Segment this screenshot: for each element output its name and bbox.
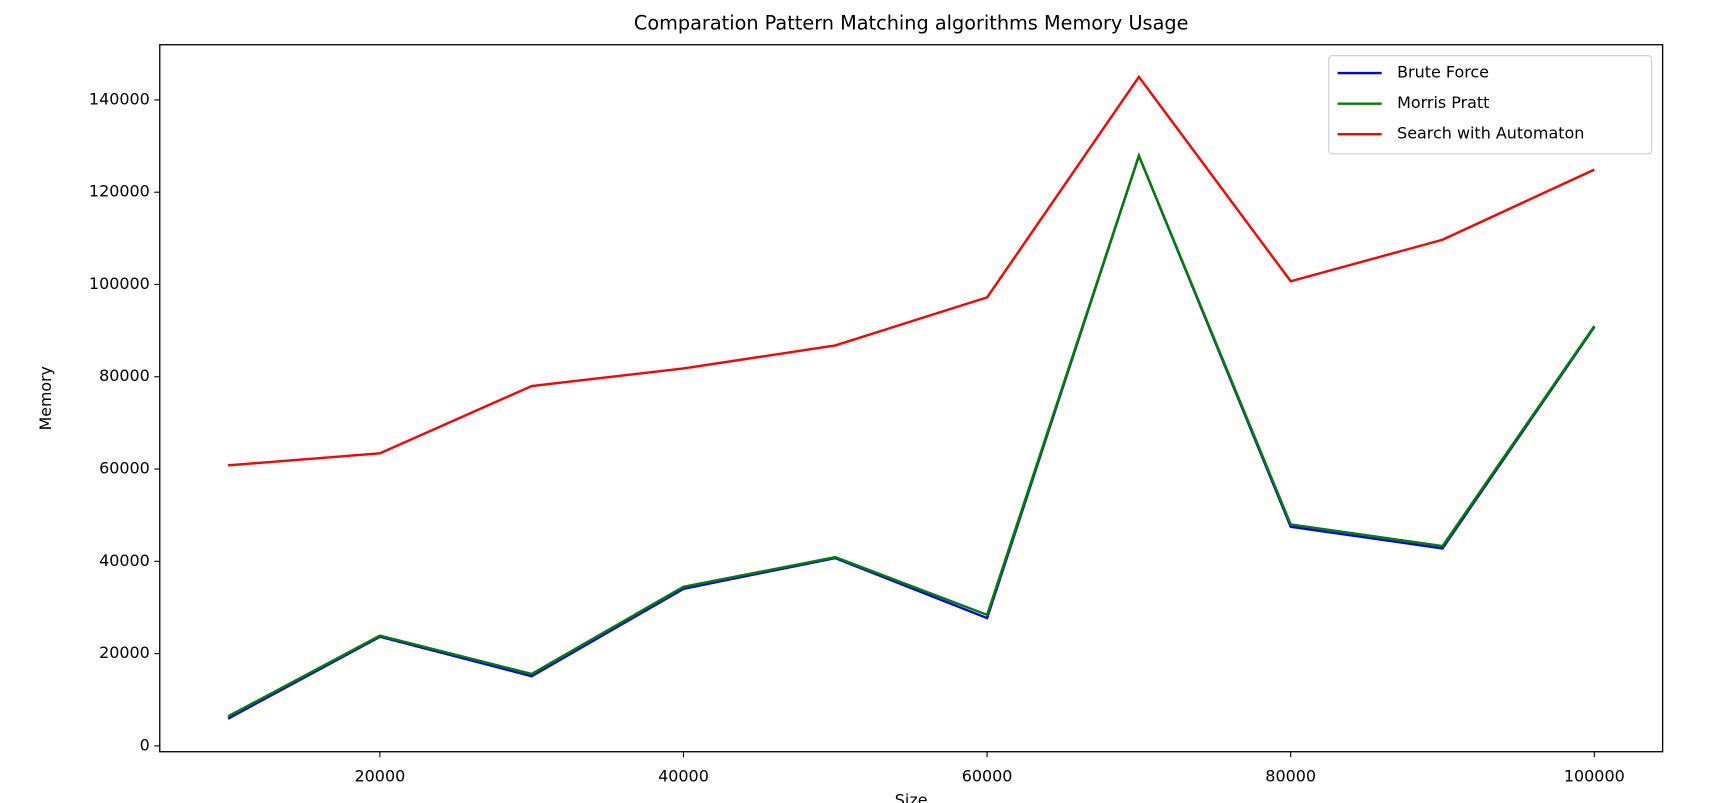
line-series xyxy=(227,152,1596,718)
x-tick-label: 40000 xyxy=(658,766,709,785)
y-tick-label: 20000 xyxy=(99,643,150,662)
legend-label: Search with Automaton xyxy=(1397,124,1584,143)
line-series xyxy=(227,74,1595,467)
legend-label: Brute Force xyxy=(1397,63,1489,82)
y-tick-label: 40000 xyxy=(99,551,150,570)
plot-frame xyxy=(159,44,1664,753)
y-tick-label: 0 xyxy=(140,735,150,754)
x-tick-label: 20000 xyxy=(354,766,405,785)
chart-title: Comparation Pattern Matching algorithms … xyxy=(634,12,1189,35)
x-tick-label: 100000 xyxy=(1564,766,1625,785)
y-axis-label: Memory xyxy=(36,366,55,430)
line-series xyxy=(227,152,1596,720)
legend-box xyxy=(1328,55,1653,155)
y-tick-label: 140000 xyxy=(89,89,150,108)
y-tick-label: 120000 xyxy=(89,182,150,201)
legend-label: Morris Pratt xyxy=(1397,93,1489,112)
y-tick-label: 60000 xyxy=(99,459,150,478)
x-tick-label: 80000 xyxy=(1265,766,1316,785)
y-tick-label: 100000 xyxy=(89,274,150,293)
x-tick-label: 60000 xyxy=(962,766,1013,785)
y-tick-label: 80000 xyxy=(99,366,150,385)
x-axis-label: Size xyxy=(895,790,928,803)
